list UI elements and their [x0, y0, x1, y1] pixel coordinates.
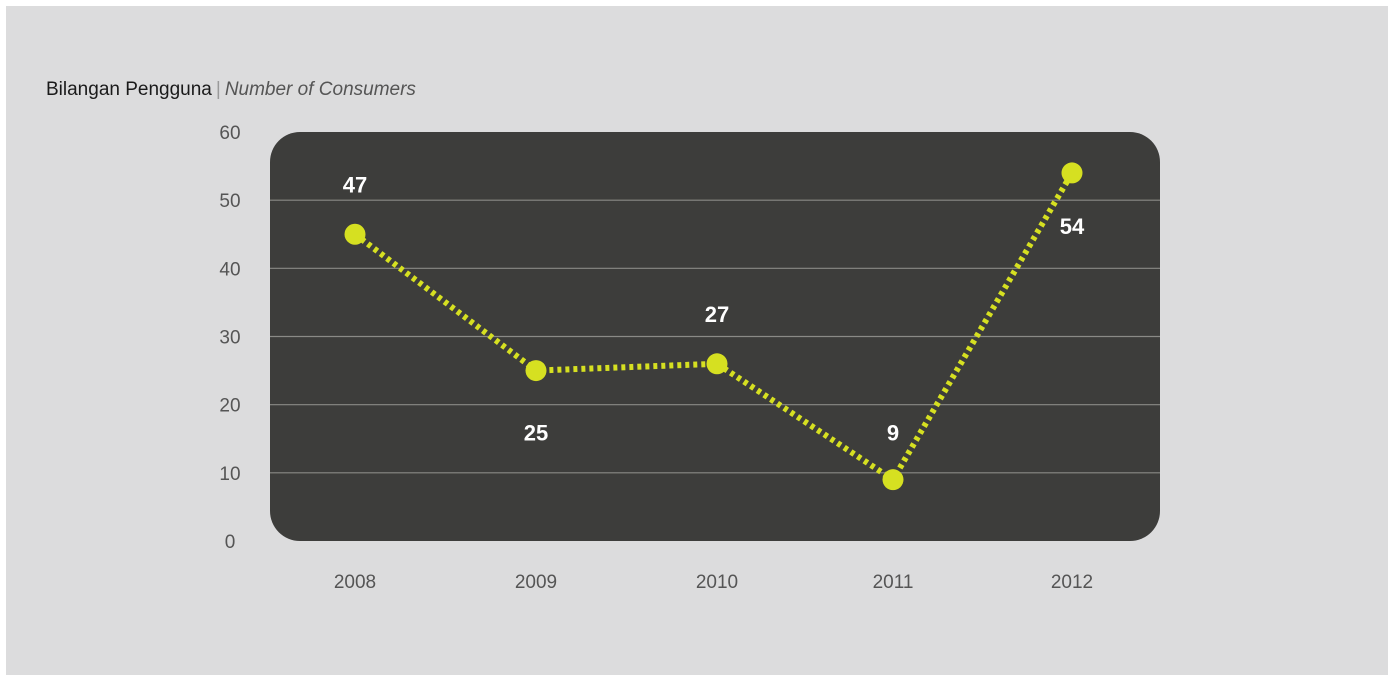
y-tick-label: 50	[219, 191, 240, 212]
data-label: 9	[887, 421, 899, 446]
chart-title-separator: |	[215, 79, 221, 100]
chart-title: Bilangan Pengguna | Number of Consumers	[46, 79, 416, 101]
y-tick-label: 60	[219, 123, 240, 144]
y-tick-label: 0	[225, 532, 236, 553]
data-label: 47	[343, 172, 367, 197]
y-axis-tick-labels: 0 10 20 30 40 50 60	[219, 123, 240, 553]
y-tick-label: 30	[219, 328, 240, 349]
data-labels: 47 25 27 9 54	[343, 172, 1085, 445]
x-tick-label: 2010	[696, 572, 738, 593]
data-point-marker	[1061, 162, 1083, 184]
chart-title-primary: Bilangan Pengguna	[46, 79, 212, 100]
data-point-marker	[882, 469, 904, 491]
x-tick-label: 2011	[873, 572, 914, 593]
y-tick-label: 40	[219, 259, 240, 280]
x-axis-tick-labels: 2008 2009 2010 2011 2012	[334, 572, 1093, 593]
x-tick-label: 2008	[334, 572, 376, 593]
chart-title-secondary: Number of Consumers	[224, 79, 416, 100]
y-tick-label: 10	[219, 464, 240, 485]
data-label: 25	[524, 421, 548, 446]
series-line	[353, 171, 1075, 484]
series-consumers	[344, 162, 1083, 491]
data-label: 54	[1060, 214, 1085, 239]
data-point-marker	[525, 360, 547, 382]
gridlines	[270, 199, 1160, 474]
data-point-marker	[344, 223, 366, 245]
y-tick-label: 20	[219, 396, 240, 417]
data-point-marker	[706, 353, 728, 375]
x-tick-label: 2012	[1051, 572, 1093, 593]
x-tick-label: 2009	[515, 572, 557, 593]
data-label: 27	[705, 302, 729, 327]
